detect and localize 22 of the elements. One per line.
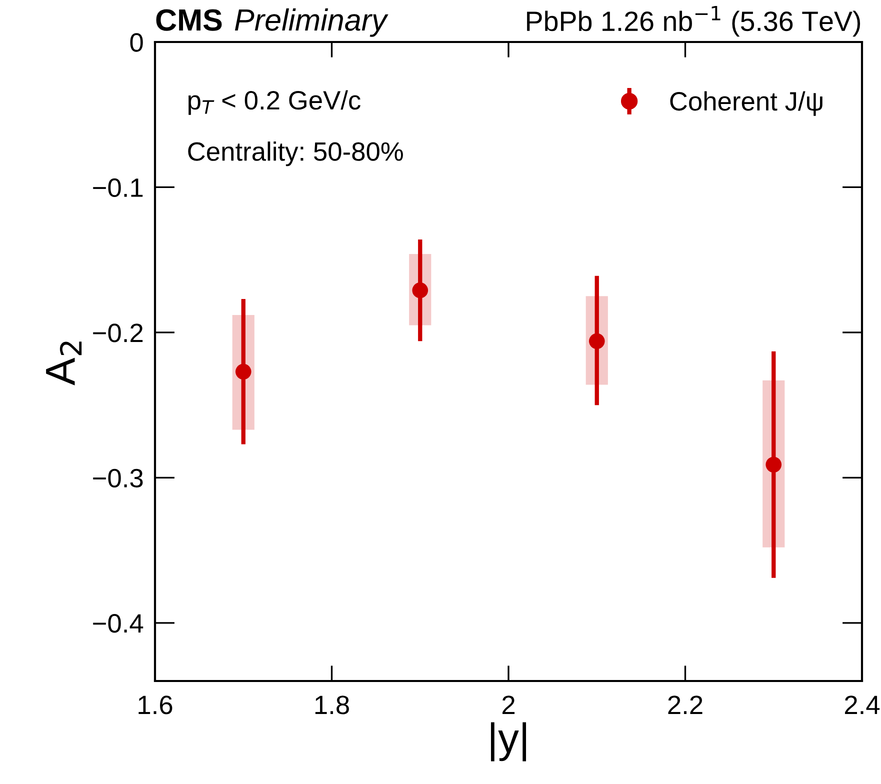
x-tick-label: 2 (502, 696, 515, 714)
chart-title: CMS (156, 9, 222, 31)
y-tick-label: −0.4 (93, 614, 144, 633)
point (588, 333, 605, 350)
x-tick-label: 2.4 (844, 696, 880, 714)
point (235, 364, 252, 380)
point (766, 456, 782, 473)
x-tick-label: 1.8 (315, 696, 349, 714)
text: PbPb 1.26 nb$^{−1}$ (5.36 TeV) (527, 6, 860, 37)
x-tick-label: 2.2 (668, 696, 702, 714)
y-axis-title: A$_{2}$ (46, 342, 82, 386)
y-tick-label: −0.3 (93, 468, 143, 488)
y-tick-label: 0 (130, 33, 143, 52)
legend-label: Coherent J/ψ (670, 91, 822, 116)
x-axis-title: |y| (490, 722, 526, 762)
annotation: Centrality: 50-80% (188, 142, 403, 166)
y-tick-label: −0.1 (93, 178, 143, 198)
y-tick-label: −0.2 (93, 324, 143, 342)
x-tick-label: 1.6 (138, 696, 172, 714)
chart-subtitle: Preliminary (234, 8, 388, 37)
point (412, 282, 428, 298)
annotation: p$_{T}$ < 0.2 GeV/c (188, 90, 360, 115)
